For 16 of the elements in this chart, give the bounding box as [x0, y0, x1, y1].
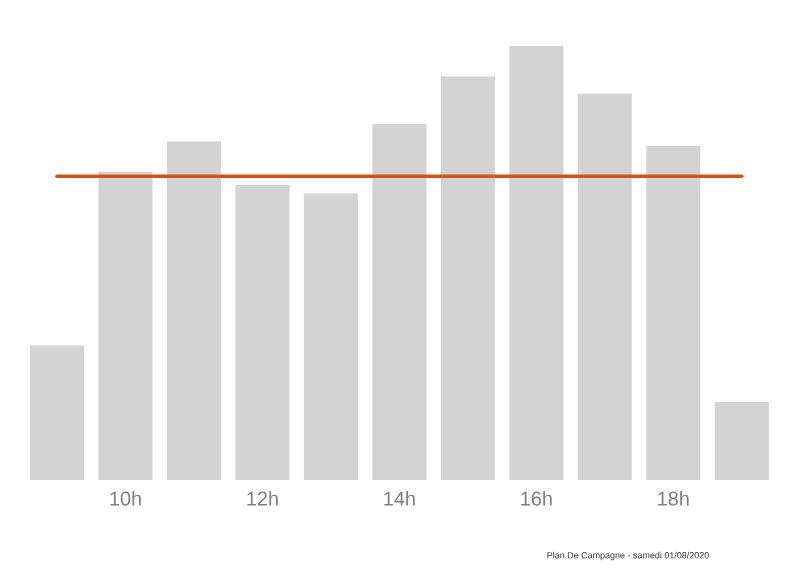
x-tick-label: 12h	[247, 491, 278, 506]
bar	[714, 401, 769, 480]
x-tick-label: 10h	[110, 491, 141, 506]
bar	[646, 145, 701, 480]
bar	[166, 141, 222, 480]
bar	[577, 93, 632, 480]
bar	[235, 184, 290, 480]
bar	[98, 171, 153, 480]
x-tick-label: 14h	[384, 491, 415, 506]
bar	[440, 76, 495, 480]
x-tick-label: 16h	[521, 491, 552, 506]
x-tick-label: 18h	[658, 491, 689, 506]
bar	[29, 345, 85, 480]
bar	[509, 45, 564, 480]
bar	[303, 193, 358, 480]
bar	[372, 124, 427, 480]
